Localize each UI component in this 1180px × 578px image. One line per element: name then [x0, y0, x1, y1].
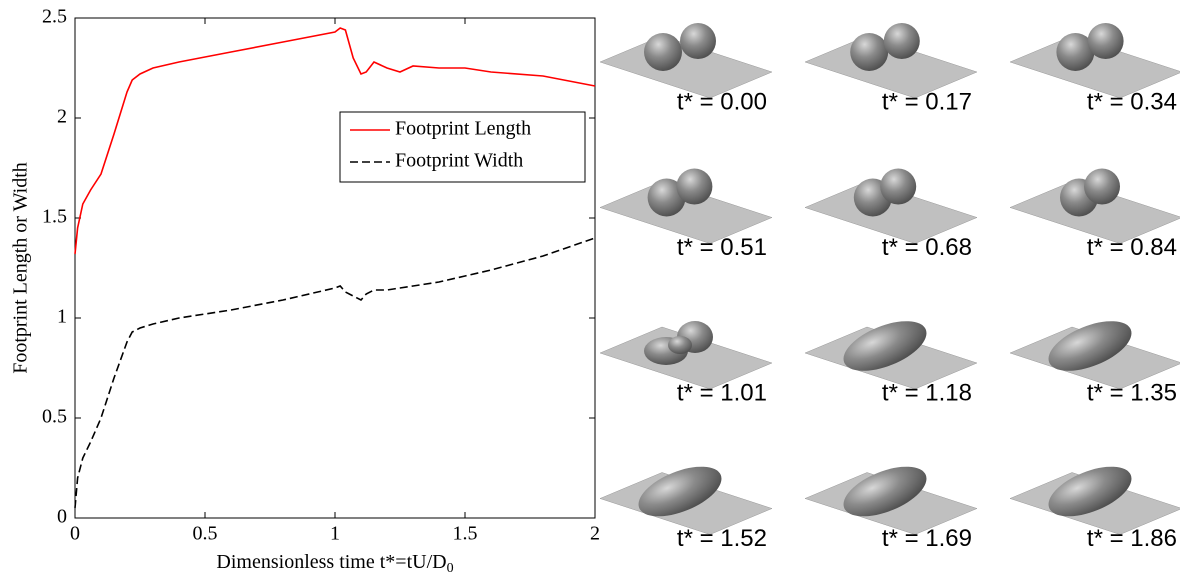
snapshot-label: t* = 0.00 — [677, 88, 767, 115]
legend-label: Footprint Width — [395, 150, 523, 172]
droplet — [843, 466, 927, 517]
droplet — [880, 168, 917, 205]
droplet — [1048, 466, 1132, 517]
droplet — [1048, 321, 1132, 371]
snapshot-label: t* = 0.84 — [1087, 234, 1177, 261]
plot-frame — [74, 17, 596, 519]
substrate — [804, 181, 978, 244]
x-tick-label: 1.5 — [453, 523, 478, 545]
snapshot-label: t* = 0.68 — [882, 234, 972, 261]
snapshot: t* = 0.84 — [1009, 168, 1180, 261]
x-tick-label: 0 — [70, 523, 80, 545]
snapshot: t* = 0.00 — [599, 23, 773, 115]
snapshot: t* = 1.52 — [599, 466, 773, 552]
y-tick-label: 1.5 — [42, 206, 67, 228]
substrate — [1009, 181, 1180, 244]
snapshot-label: t* = 1.86 — [1087, 525, 1177, 552]
y-axis-label: Footprint Length or Width — [10, 162, 32, 374]
x-axis-label-sub: 0 — [447, 561, 454, 576]
substrate — [1009, 35, 1180, 99]
snapshot-label: t* = 0.34 — [1087, 88, 1177, 115]
droplet — [850, 33, 889, 71]
snapshot: t* = 1.69 — [804, 466, 978, 552]
substrate — [599, 181, 773, 244]
snapshot: t* = 0.51 — [599, 168, 773, 261]
droplet — [1087, 23, 1124, 59]
snapshot: t* = 0.34 — [1009, 23, 1180, 115]
snapshot-label: t* = 1.35 — [1087, 379, 1177, 406]
substrate — [599, 326, 773, 390]
snapshot-label: t* = 1.18 — [882, 379, 972, 406]
droplet — [843, 321, 927, 371]
snapshot-label: t* = 0.51 — [677, 234, 767, 261]
snapshot-label: t* = 1.52 — [677, 525, 767, 552]
droplet — [883, 23, 920, 59]
snapshot: t* = 1.18 — [804, 321, 978, 406]
x-tick-label: 2 — [590, 523, 600, 545]
snapshot: t* = 1.01 — [599, 321, 773, 406]
droplet — [1056, 33, 1095, 71]
legend-label: Footprint Length — [395, 118, 531, 140]
y-tick-label: 2 — [57, 106, 67, 128]
droplet — [680, 23, 716, 59]
snapshot-label: t* = 1.69 — [882, 525, 972, 552]
y-tick-label: 0.5 — [42, 406, 67, 428]
droplet — [644, 33, 682, 71]
snapshot: t* = 0.68 — [804, 168, 978, 261]
x-axis-label-main: Dimensionless time t*=tU/D — [216, 551, 446, 573]
legend-box — [339, 111, 586, 183]
substrate — [599, 35, 773, 99]
snapshot-label: t* = 1.01 — [677, 379, 767, 406]
snapshot: t* = 1.86 — [1009, 466, 1180, 552]
snapshot: t* = 1.35 — [1009, 321, 1180, 406]
data-line — [74, 27, 596, 255]
y-tick-label: 0 — [57, 506, 67, 528]
substrate — [804, 35, 978, 99]
x-axis-label: Dimensionless time t*=tU/D0 — [216, 551, 453, 577]
snapshot-label: t* = 0.17 — [882, 88, 972, 115]
droplet — [638, 466, 722, 517]
droplet — [647, 178, 686, 217]
x-tick-label: 1 — [330, 523, 340, 545]
snapshot: t* = 0.17 — [804, 23, 978, 115]
x-tick-label: 0.5 — [193, 523, 218, 545]
data-line — [74, 237, 596, 509]
droplet — [676, 168, 713, 205]
droplet — [1084, 168, 1120, 205]
y-tick-label: 2.5 — [42, 6, 67, 28]
y-tick-label: 1 — [57, 306, 67, 328]
droplet — [668, 336, 692, 354]
